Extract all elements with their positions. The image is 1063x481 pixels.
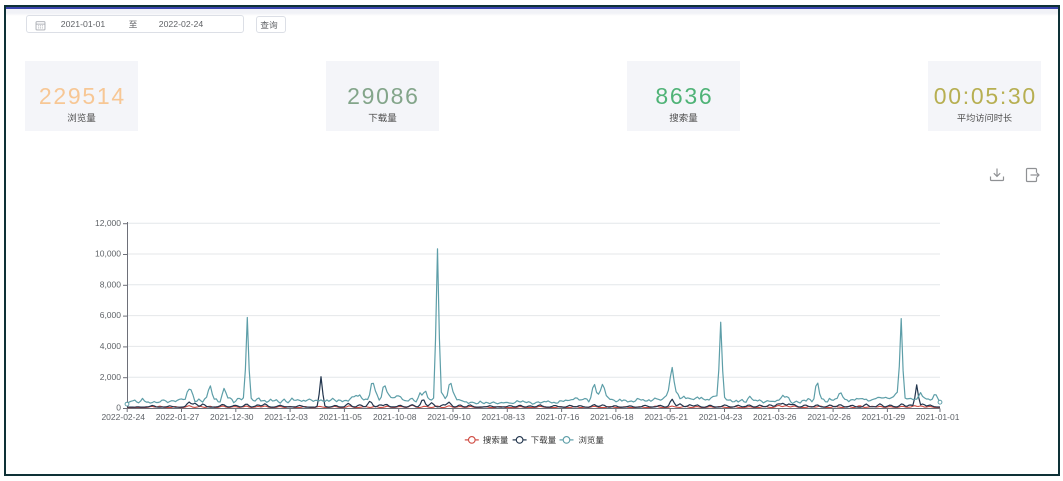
svg-text:2021-04-23: 2021-04-23 — [699, 412, 743, 422]
svg-text:8,000: 8,000 — [100, 279, 122, 289]
svg-text:2021-12-30: 2021-12-30 — [210, 412, 254, 422]
svg-text:2021-01-01: 2021-01-01 — [916, 412, 960, 422]
svg-text:2022-02-24: 2022-02-24 — [101, 412, 145, 422]
svg-text:2021-12-03: 2021-12-03 — [264, 412, 308, 422]
svg-text:2021-03-26: 2021-03-26 — [753, 412, 797, 422]
svg-text:0: 0 — [116, 403, 121, 413]
svg-text:6,000: 6,000 — [100, 310, 122, 320]
svg-text:2021-08-13: 2021-08-13 — [482, 412, 526, 422]
svg-text:2021-09-10: 2021-09-10 — [427, 412, 471, 422]
svg-text:12,000: 12,000 — [95, 218, 121, 228]
svg-text:2021-07-16: 2021-07-16 — [536, 412, 580, 422]
svg-text:2021-11-05: 2021-11-05 — [319, 412, 362, 422]
svg-text:2022-01-27: 2022-01-27 — [156, 412, 200, 422]
svg-text:2021-01-29: 2021-01-29 — [862, 412, 906, 422]
svg-text:2021-05-21: 2021-05-21 — [644, 412, 688, 422]
svg-text:2021-06-18: 2021-06-18 — [590, 412, 634, 422]
svg-text:2,000: 2,000 — [100, 372, 122, 382]
svg-text:10,000: 10,000 — [95, 249, 121, 259]
svg-text:2021-02-26: 2021-02-26 — [807, 412, 851, 422]
svg-text:4,000: 4,000 — [100, 341, 122, 351]
svg-text:2021-10-08: 2021-10-08 — [373, 412, 417, 422]
